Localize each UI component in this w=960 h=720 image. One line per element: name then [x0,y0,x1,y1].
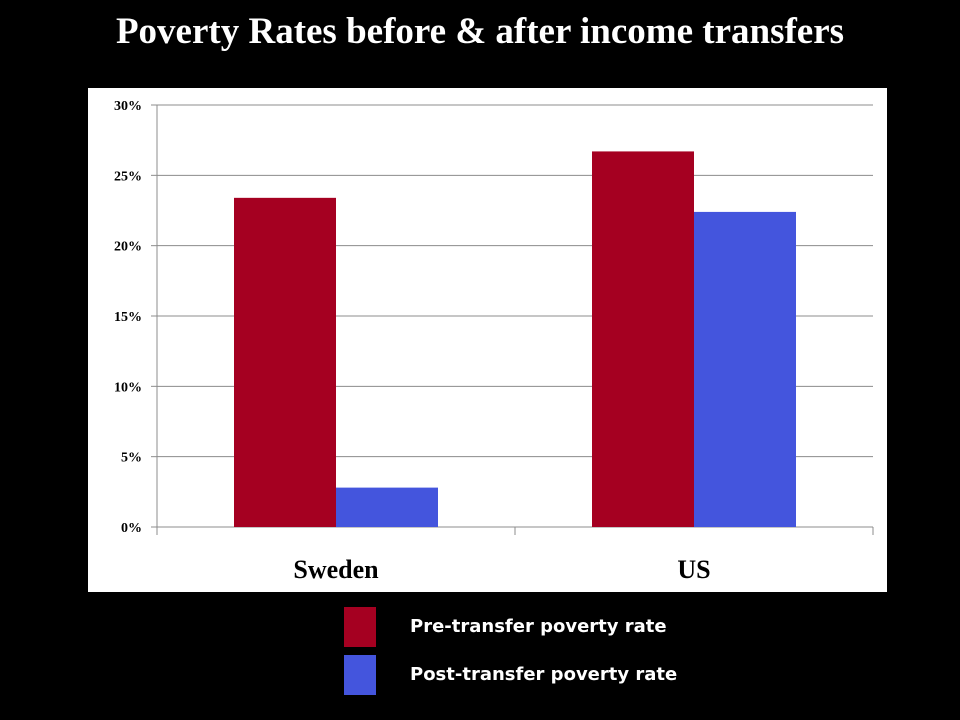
legend-label-pre-transfer: Pre-transfer poverty rate [410,616,667,637]
chart-panel: 0% 5% 10% 15% 20% 25% 30% Sweden US [88,88,887,592]
legend-label-post-transfer: Post-transfer poverty rate [410,664,678,685]
legend-item-post-transfer: Post-transfer poverty rate [344,655,764,695]
legend: Pre-transfer poverty rate Post-transfer … [344,607,764,697]
bar-us-pre-transfer [592,151,694,528]
legend-swatch-post-transfer [344,655,376,695]
y-tick-label: 15% [114,310,142,325]
y-tick-label: 0% [121,521,142,536]
bar-sweden-post-transfer [336,487,438,527]
x-category-label: Sweden [293,555,379,584]
legend-item-pre-transfer: Pre-transfer poverty rate [344,607,764,647]
bar-sweden-pre-transfer [234,197,336,527]
y-tick-label: 25% [114,169,142,184]
y-tick-label: 20% [114,240,142,255]
y-tick-label: 10% [114,380,142,395]
chart-title: Poverty Rates before & after income tran… [115,11,845,52]
y-tick-label: 5% [121,451,142,466]
x-category-label: US [677,555,710,584]
bar-us-post-transfer [694,211,796,527]
bar-chart: 0% 5% 10% 15% 20% 25% 30% Sweden US [114,99,874,584]
y-tick-label: 30% [114,99,142,114]
legend-swatch-pre-transfer [344,607,376,647]
